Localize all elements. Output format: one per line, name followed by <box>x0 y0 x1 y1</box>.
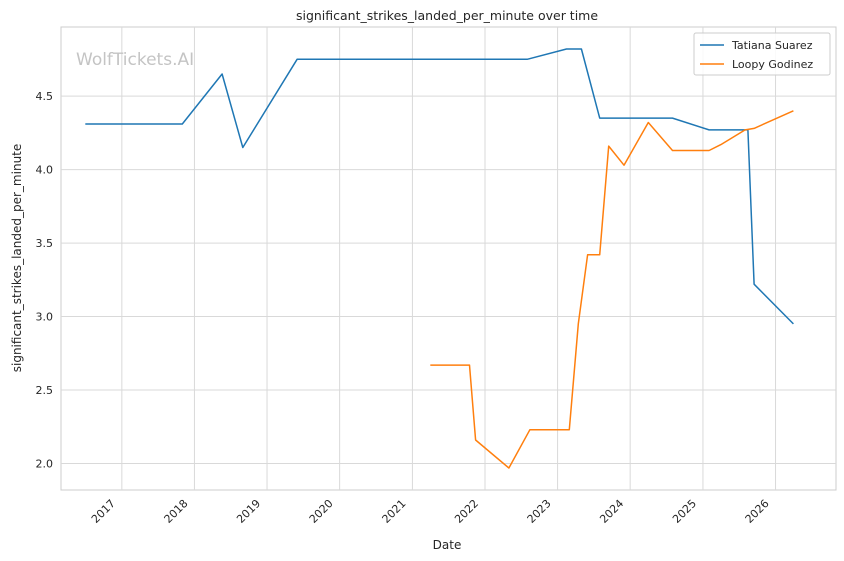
series-line-loopy-godinez <box>430 110 794 469</box>
y-tick-label: 3.0 <box>36 311 54 324</box>
x-axis-label: Date <box>433 538 462 552</box>
legend-label-tatiana-suarez: Tatiana Suarez <box>731 39 813 52</box>
x-tick-label: 2020 <box>307 497 336 526</box>
x-tick-label: 2023 <box>525 497 554 526</box>
legend-box <box>693 32 831 76</box>
chart-title: significant_strikes_landed_per_minute ov… <box>296 8 598 23</box>
series-line-tatiana-suarez <box>85 48 794 325</box>
x-tick-label: 2022 <box>452 497 481 526</box>
legend: Tatiana Suarez Loopy Godinez <box>693 32 831 76</box>
y-tick-label: 3.5 <box>36 237 54 250</box>
x-tick-label: 2017 <box>89 497 118 526</box>
x-tick-label: 2019 <box>234 497 263 526</box>
y-tick-label: 2.5 <box>36 384 54 397</box>
x-tick-label: 2018 <box>162 497 191 526</box>
watermark: WolfTickets.AI <box>76 50 194 70</box>
x-tick-label: 2025 <box>670 497 699 526</box>
y-tick-label: 2.0 <box>36 458 54 471</box>
legend-label-loopy-godinez: Loopy Godinez <box>732 58 813 71</box>
x-tick-label: 2021 <box>380 497 409 526</box>
x-tick-label: 2026 <box>743 497 772 526</box>
x-axis: 2017 2018 2019 2020 2021 2022 2023 2024 2025 2026 <box>89 497 772 526</box>
series-layer <box>85 48 794 469</box>
y-tick-label: 4.0 <box>36 164 54 177</box>
x-tick-label: 2024 <box>597 497 626 526</box>
grid <box>61 27 836 490</box>
y-axis: 2.0 2.5 3.0 3.5 4.0 4.5 <box>36 90 54 470</box>
y-tick-label: 4.5 <box>36 90 54 103</box>
plot-area <box>60 26 837 491</box>
y-axis-label: significant_strikes_landed_per_minute <box>10 144 24 373</box>
